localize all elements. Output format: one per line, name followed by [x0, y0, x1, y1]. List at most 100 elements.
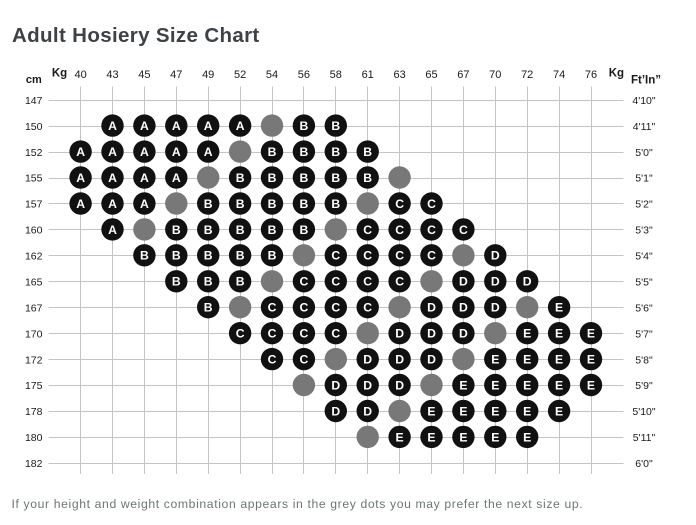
svg-text:D: D — [363, 378, 372, 392]
svg-text:B: B — [204, 197, 213, 211]
svg-text:A: A — [140, 171, 149, 185]
svg-text:150: 150 — [25, 121, 43, 133]
svg-text:C: C — [427, 223, 436, 237]
svg-text:B: B — [204, 249, 213, 263]
svg-text:B: B — [268, 171, 277, 185]
svg-text:43: 43 — [106, 69, 118, 81]
svg-text:D: D — [523, 275, 532, 289]
svg-text:E: E — [587, 327, 595, 341]
svg-text:D: D — [331, 404, 340, 418]
svg-text:D: D — [363, 353, 372, 367]
svg-text:E: E — [459, 430, 467, 444]
svg-text:A: A — [172, 145, 181, 159]
svg-text:A: A — [108, 145, 117, 159]
svg-text:A: A — [76, 197, 85, 211]
svg-text:E: E — [459, 378, 467, 392]
svg-text:40: 40 — [74, 69, 86, 81]
svg-text:E: E — [523, 430, 531, 444]
svg-text:58: 58 — [330, 69, 342, 81]
svg-text:147: 147 — [25, 95, 43, 107]
svg-text:B: B — [331, 197, 340, 211]
svg-text:72: 72 — [521, 69, 533, 81]
svg-text:B: B — [331, 119, 340, 133]
svg-text:178: 178 — [25, 406, 43, 418]
svg-text:D: D — [363, 404, 372, 418]
svg-text:cm: cm — [26, 74, 42, 86]
svg-text:162: 162 — [25, 251, 43, 263]
svg-text:C: C — [395, 249, 404, 263]
svg-text:67: 67 — [457, 69, 469, 81]
svg-text:D: D — [331, 378, 340, 392]
svg-text:D: D — [427, 353, 436, 367]
svg-text:E: E — [555, 301, 563, 315]
svg-text:B: B — [268, 145, 277, 159]
svg-text:D: D — [395, 327, 404, 341]
svg-text:4'10": 4'10" — [632, 95, 656, 107]
svg-text:76: 76 — [585, 69, 597, 81]
svg-text:5'0": 5'0" — [635, 147, 653, 159]
svg-text:B: B — [268, 223, 277, 237]
svg-text:52: 52 — [234, 69, 246, 81]
svg-text:5'5": 5'5" — [635, 277, 653, 289]
svg-text:C: C — [331, 275, 340, 289]
svg-text:B: B — [172, 249, 181, 263]
svg-text:B: B — [299, 223, 308, 237]
svg-text:5'4": 5'4" — [635, 251, 653, 263]
svg-text:B: B — [204, 301, 213, 315]
svg-text:E: E — [523, 404, 531, 418]
svg-text:B: B — [172, 275, 181, 289]
svg-text:54: 54 — [266, 69, 278, 81]
svg-text:D: D — [491, 275, 500, 289]
svg-text:160: 160 — [25, 225, 43, 237]
svg-text:C: C — [299, 275, 308, 289]
svg-text:E: E — [523, 327, 531, 341]
svg-text:B: B — [299, 171, 308, 185]
svg-text:A: A — [140, 197, 149, 211]
svg-text:61: 61 — [362, 69, 374, 81]
svg-text:175: 175 — [25, 380, 43, 392]
svg-text:B: B — [331, 171, 340, 185]
svg-text:B: B — [363, 145, 372, 159]
svg-text:C: C — [299, 353, 308, 367]
svg-text:C: C — [459, 223, 468, 237]
svg-text:C: C — [427, 197, 436, 211]
svg-text:B: B — [268, 249, 277, 263]
svg-text:B: B — [299, 145, 308, 159]
svg-text:A: A — [108, 119, 117, 133]
svg-text:167: 167 — [25, 302, 43, 314]
svg-text:D: D — [459, 275, 468, 289]
svg-text:165: 165 — [25, 277, 43, 289]
svg-text:C: C — [331, 249, 340, 263]
svg-text:B: B — [299, 197, 308, 211]
svg-text:A: A — [204, 145, 213, 159]
svg-text:47: 47 — [170, 69, 182, 81]
svg-text:B: B — [236, 249, 245, 263]
svg-text:D: D — [427, 327, 436, 341]
svg-text:70: 70 — [489, 69, 501, 81]
svg-text:A: A — [140, 119, 149, 133]
svg-text:B: B — [236, 197, 245, 211]
svg-text:E: E — [427, 430, 435, 444]
svg-text:C: C — [363, 249, 372, 263]
svg-text:5'3": 5'3" — [635, 225, 653, 237]
svg-text:56: 56 — [298, 69, 310, 81]
svg-text:E: E — [459, 404, 467, 418]
svg-text:A: A — [236, 119, 245, 133]
svg-text:C: C — [331, 327, 340, 341]
svg-text:E: E — [491, 353, 499, 367]
svg-text:C: C — [299, 301, 308, 315]
svg-text:4'11": 4'11" — [633, 121, 656, 133]
svg-text:B: B — [236, 223, 245, 237]
svg-text:E: E — [555, 353, 563, 367]
svg-text:5'11": 5'11" — [633, 432, 656, 444]
svg-text:C: C — [331, 301, 340, 315]
svg-text:C: C — [236, 327, 245, 341]
svg-text:B: B — [236, 171, 245, 185]
svg-text:Ft’In”: Ft’In” — [631, 74, 661, 86]
svg-text:D: D — [491, 249, 500, 263]
svg-text:E: E — [396, 430, 404, 444]
svg-text:D: D — [427, 301, 436, 315]
svg-text:6'0": 6'0" — [635, 458, 653, 470]
svg-text:B: B — [268, 197, 277, 211]
svg-text:C: C — [268, 353, 277, 367]
